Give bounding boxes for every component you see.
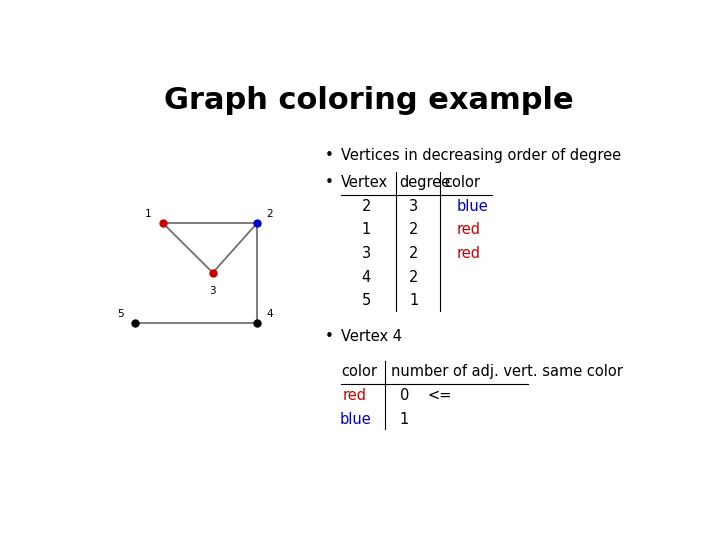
Text: blue: blue <box>339 411 371 427</box>
Text: blue: blue <box>456 199 488 214</box>
Text: 5: 5 <box>361 294 371 308</box>
Text: 5: 5 <box>117 309 124 319</box>
Text: 1: 1 <box>145 210 152 219</box>
Text: Vertex: Vertex <box>341 175 388 190</box>
Text: 2: 2 <box>409 222 418 238</box>
Text: 2: 2 <box>409 270 418 285</box>
Text: Vertices in decreasing order of degree: Vertices in decreasing order of degree <box>341 148 621 163</box>
Text: 4: 4 <box>266 309 273 319</box>
Text: number of adj. vert. same color: number of adj. vert. same color <box>392 364 624 379</box>
Text: 2: 2 <box>409 246 418 261</box>
Text: red: red <box>343 388 367 403</box>
Text: 2: 2 <box>361 199 371 214</box>
Text: •: • <box>324 175 333 190</box>
Text: color: color <box>444 175 480 190</box>
Text: 1: 1 <box>400 411 409 427</box>
Text: •: • <box>324 148 333 163</box>
Text: degree: degree <box>400 175 451 190</box>
Text: 4: 4 <box>361 270 371 285</box>
Text: <=: <= <box>428 388 452 403</box>
Text: 0: 0 <box>400 388 409 403</box>
Text: 3: 3 <box>409 199 418 214</box>
Text: 3: 3 <box>361 246 371 261</box>
Text: Vertex 4: Vertex 4 <box>341 329 402 344</box>
Text: 3: 3 <box>210 286 216 296</box>
Text: 1: 1 <box>361 222 371 238</box>
Text: color: color <box>341 364 377 379</box>
Text: red: red <box>456 222 481 238</box>
Text: Graph coloring example: Graph coloring example <box>164 85 574 114</box>
Text: 2: 2 <box>266 210 273 219</box>
Text: •: • <box>324 329 333 344</box>
Text: 1: 1 <box>409 294 418 308</box>
Text: red: red <box>456 246 481 261</box>
